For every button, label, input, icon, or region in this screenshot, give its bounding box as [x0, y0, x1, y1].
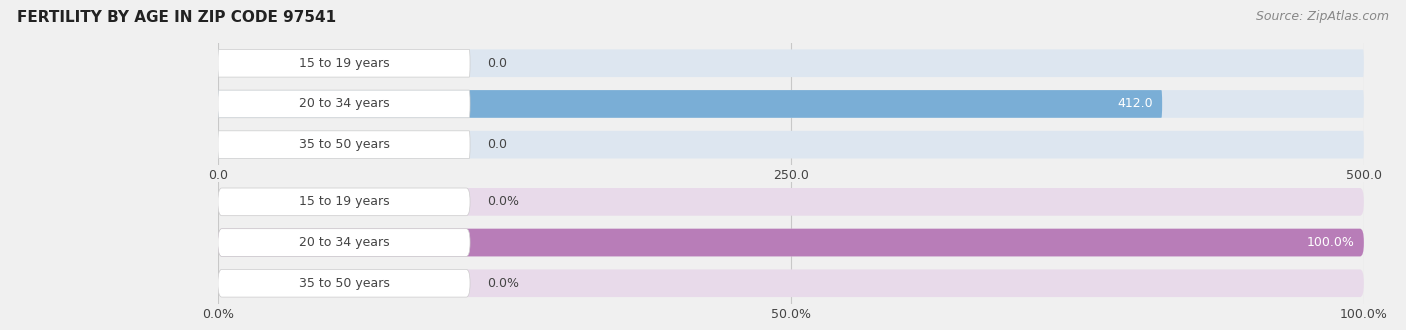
- Text: 35 to 50 years: 35 to 50 years: [298, 138, 389, 151]
- FancyBboxPatch shape: [218, 188, 470, 216]
- FancyBboxPatch shape: [218, 90, 1163, 118]
- Text: 20 to 34 years: 20 to 34 years: [298, 236, 389, 249]
- FancyBboxPatch shape: [218, 90, 470, 118]
- FancyBboxPatch shape: [218, 131, 1364, 158]
- Text: 0.0%: 0.0%: [488, 277, 519, 290]
- FancyBboxPatch shape: [218, 50, 1364, 77]
- Text: 412.0: 412.0: [1118, 97, 1153, 111]
- Text: 35 to 50 years: 35 to 50 years: [298, 277, 389, 290]
- FancyBboxPatch shape: [218, 229, 1364, 256]
- FancyBboxPatch shape: [218, 50, 470, 77]
- FancyBboxPatch shape: [218, 131, 470, 158]
- Text: 0.0: 0.0: [488, 57, 508, 70]
- FancyBboxPatch shape: [218, 188, 1364, 216]
- Text: Source: ZipAtlas.com: Source: ZipAtlas.com: [1256, 10, 1389, 23]
- FancyBboxPatch shape: [218, 90, 1364, 118]
- FancyBboxPatch shape: [218, 229, 1364, 256]
- Text: 15 to 19 years: 15 to 19 years: [298, 195, 389, 208]
- FancyBboxPatch shape: [218, 269, 1364, 297]
- Text: 15 to 19 years: 15 to 19 years: [298, 57, 389, 70]
- Text: 0.0%: 0.0%: [488, 195, 519, 208]
- Text: 0.0: 0.0: [488, 138, 508, 151]
- FancyBboxPatch shape: [218, 269, 470, 297]
- Text: FERTILITY BY AGE IN ZIP CODE 97541: FERTILITY BY AGE IN ZIP CODE 97541: [17, 10, 336, 25]
- FancyBboxPatch shape: [218, 229, 470, 256]
- Text: 20 to 34 years: 20 to 34 years: [298, 97, 389, 111]
- Text: 100.0%: 100.0%: [1306, 236, 1354, 249]
